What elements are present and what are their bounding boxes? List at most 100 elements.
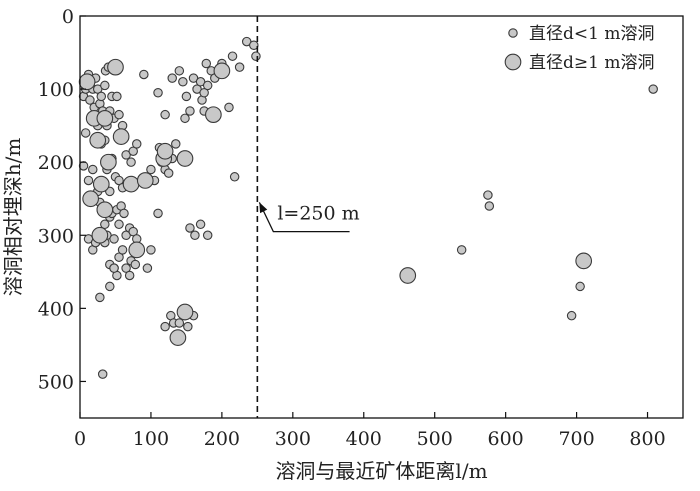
y-tick-label: 400 [38, 298, 74, 320]
data-point-large [176, 303, 194, 321]
data-point-small [180, 113, 190, 124]
data-point-small [109, 234, 119, 244]
data-point-large [92, 175, 110, 193]
data-point-large [128, 241, 146, 259]
data-point-small [575, 281, 585, 292]
data-point-large [96, 201, 114, 219]
data-point-large [91, 226, 109, 244]
ticks-layer: 0 100 200 300 400 500 600 700 800 0 100 200 300 400 50… [38, 6, 666, 450]
data-point-small [96, 91, 107, 102]
data-point-large [107, 58, 124, 76]
data-point-small [100, 80, 110, 91]
data-point-large [82, 190, 99, 208]
data-point-small [224, 102, 234, 113]
data-point-small [100, 219, 110, 230]
data-point-small [80, 128, 91, 138]
x-tick-label: 500 [417, 428, 453, 450]
annotation-layer: l=250 m [256, 16, 360, 418]
data-point-large [575, 252, 593, 270]
data-point-small [109, 263, 119, 273]
y-tick-label: 300 [38, 225, 74, 247]
data-point-small [484, 201, 495, 211]
data-point-large [169, 329, 187, 346]
data-point-small [181, 91, 192, 102]
data-point-small [142, 263, 153, 273]
legend-marker-large [504, 53, 522, 71]
data-point-small [112, 91, 122, 102]
data-point-small [97, 369, 108, 379]
data-point-small [105, 281, 115, 292]
data-point-large [96, 109, 114, 127]
data-point-small [227, 51, 238, 61]
data-point-small [234, 62, 245, 72]
data-point-small [202, 230, 213, 241]
data-point-small [163, 168, 174, 178]
data-point-large [78, 73, 96, 91]
x-tick-label: 600 [488, 428, 524, 450]
legend: 直径d<1 m溶洞 直径d≥1 m溶洞 [504, 24, 654, 73]
x-tick-label: 300 [275, 428, 311, 450]
data-point-large [176, 150, 194, 167]
data-point-small [114, 219, 124, 230]
markers-layer [78, 36, 658, 379]
x-tick-label: 700 [558, 428, 594, 450]
legend-label-large: 直径d≥1 m溶洞 [529, 53, 654, 73]
data-point-small [251, 51, 261, 61]
data-point-large [112, 128, 130, 145]
x-tick-label: 800 [629, 428, 665, 450]
data-point-large [100, 153, 117, 171]
data-point-small [183, 321, 193, 332]
data-point-small [160, 109, 170, 120]
x-tick-label: 200 [204, 428, 240, 450]
data-point-large [213, 62, 231, 80]
threshold-label: l=250 m [277, 203, 359, 225]
data-point-small [456, 245, 467, 255]
data-point-small [171, 139, 181, 149]
data-point-small [85, 95, 95, 105]
data-point-small [88, 164, 98, 175]
data-point-small [174, 318, 185, 328]
data-point-large [122, 175, 140, 193]
data-point-small [648, 84, 658, 94]
data-point-small [153, 208, 163, 219]
data-point-small [178, 77, 188, 87]
data-point-small [132, 139, 142, 149]
data-point-small [83, 175, 94, 186]
data-point-small [119, 208, 129, 219]
data-point-small [114, 109, 124, 120]
x-tick-label: 400 [346, 428, 382, 450]
y-axis-title: 溶洞相对埋深h/m [1, 138, 25, 297]
data-point-small [117, 245, 128, 255]
data-point-small [160, 321, 170, 332]
data-point-small [146, 245, 156, 255]
data-point-small [190, 230, 200, 241]
legend-label-small: 直径d<1 m溶洞 [529, 24, 654, 44]
data-point-large [89, 131, 107, 149]
y-tick-label: 100 [38, 79, 74, 101]
x-axis-title: 溶洞与最近矿体距离l/m [275, 459, 487, 483]
legend-marker-small [508, 28, 518, 38]
annotation-arrow [258, 202, 350, 233]
data-point-large [156, 142, 174, 160]
data-point-small [202, 80, 213, 91]
annotation-arrowhead [259, 202, 268, 214]
y-tick-label: 200 [38, 152, 74, 174]
data-point-small [195, 219, 206, 230]
data-point-large [136, 172, 154, 189]
data-point-large [205, 106, 222, 124]
data-point-small [130, 259, 141, 270]
data-point-small [139, 69, 149, 80]
data-point-small [566, 310, 577, 321]
data-point-small [124, 270, 135, 281]
data-point-small [146, 164, 156, 175]
plot-frame [79, 15, 684, 419]
data-point-small [249, 40, 259, 50]
x-tick-label: 0 [74, 428, 86, 450]
data-point-small [167, 73, 177, 83]
data-point-small [126, 157, 136, 167]
data-point-large [399, 267, 417, 284]
data-point-small [201, 58, 212, 69]
data-point-small [153, 87, 163, 98]
data-point-small [483, 190, 493, 200]
